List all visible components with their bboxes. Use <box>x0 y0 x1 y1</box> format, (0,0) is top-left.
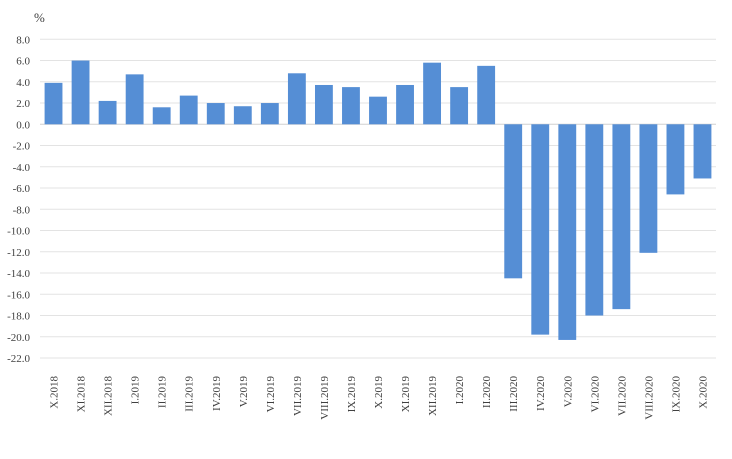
bar-III.2019 <box>179 95 198 125</box>
x-tick-label: XII.2019 <box>427 376 439 417</box>
y-tick-label: -18.0 <box>7 311 30 323</box>
x-tick-label: II.2020 <box>481 376 493 409</box>
bar-X.2019 <box>369 96 387 125</box>
x-tick-label: VI.2020 <box>589 376 601 413</box>
bar-IX.2020 <box>666 124 685 195</box>
x-tick-label: XI.2018 <box>76 376 88 413</box>
y-tick-label: 2.0 <box>16 98 30 110</box>
x-tick-label: X.2018 <box>49 376 61 409</box>
x-tick-label: VIII.2020 <box>643 376 655 420</box>
bar-X.2018 <box>44 82 63 125</box>
bar-I.2020 <box>450 87 469 125</box>
bar-VIII.2019 <box>314 84 333 125</box>
y-tick-label: 8.0 <box>16 34 30 46</box>
x-tick-label: XI.2019 <box>400 376 412 413</box>
x-tick-label: VII.2019 <box>292 376 304 417</box>
y-tick-label: -12.0 <box>7 247 30 259</box>
x-tick-label: III.2019 <box>184 376 196 412</box>
x-tick-label: V.2020 <box>562 376 574 408</box>
bar-XII.2019 <box>423 62 442 125</box>
bar-VII.2019 <box>287 73 306 125</box>
y-tick-label: -22.0 <box>7 353 30 365</box>
bar-IV.2020 <box>531 124 550 335</box>
x-tick-label: II.2019 <box>157 376 169 409</box>
x-tick-label: VI.2019 <box>265 376 277 413</box>
y-tick-label: -4.0 <box>13 162 31 174</box>
x-tick-label: IV.2020 <box>535 376 547 411</box>
x-tick-label: IX.2020 <box>670 376 682 413</box>
x-tick-label: V.2019 <box>238 376 250 408</box>
x-tick-label: X.2019 <box>373 376 385 409</box>
bar-VIII.2020 <box>639 124 658 253</box>
bar-XI.2018 <box>71 60 90 125</box>
bar-II.2019 <box>152 107 171 125</box>
y-tick-label: -16.0 <box>7 289 30 301</box>
x-tick-label: XII.2018 <box>103 376 115 417</box>
y-tick-label: 0.0 <box>16 119 30 131</box>
bar-XII.2018 <box>98 100 117 125</box>
bar-VI.2020 <box>585 124 604 316</box>
y-tick-label: -10.0 <box>7 226 30 238</box>
x-tick-label: VIII.2019 <box>319 376 331 420</box>
y-axis-label: % <box>34 10 45 25</box>
x-tick-label: X.2020 <box>697 376 709 409</box>
y-tick-label: -14.0 <box>7 268 30 280</box>
bar-VII.2020 <box>612 124 631 310</box>
y-tick-label: -2.0 <box>13 141 31 153</box>
y-tick-label: 4.0 <box>16 77 30 89</box>
y-tick-label: 6.0 <box>16 56 30 68</box>
y-tick-label: -20.0 <box>7 332 30 344</box>
bar-VI.2019 <box>260 103 279 125</box>
bar-V.2019 <box>233 106 252 125</box>
y-tick-label: -8.0 <box>13 204 31 216</box>
x-tick-label: I.2020 <box>454 376 466 405</box>
bar-IV.2019 <box>206 103 225 125</box>
bar-X.2020 <box>693 124 712 179</box>
bar-II.2020 <box>477 65 496 125</box>
x-tick-label: IX.2019 <box>346 376 358 413</box>
x-tick-label: I.2019 <box>130 376 142 405</box>
bar-III.2020 <box>504 124 523 279</box>
bar-V.2020 <box>558 124 577 340</box>
x-tick-label: IV.2019 <box>211 376 223 411</box>
y-tick-label: -6.0 <box>13 183 31 195</box>
x-tick-label: III.2020 <box>508 376 520 412</box>
bar-XI.2019 <box>396 84 414 125</box>
bar-I.2019 <box>125 74 144 125</box>
bar-IX.2019 <box>342 87 360 125</box>
x-tick-label: VII.2020 <box>616 376 628 417</box>
